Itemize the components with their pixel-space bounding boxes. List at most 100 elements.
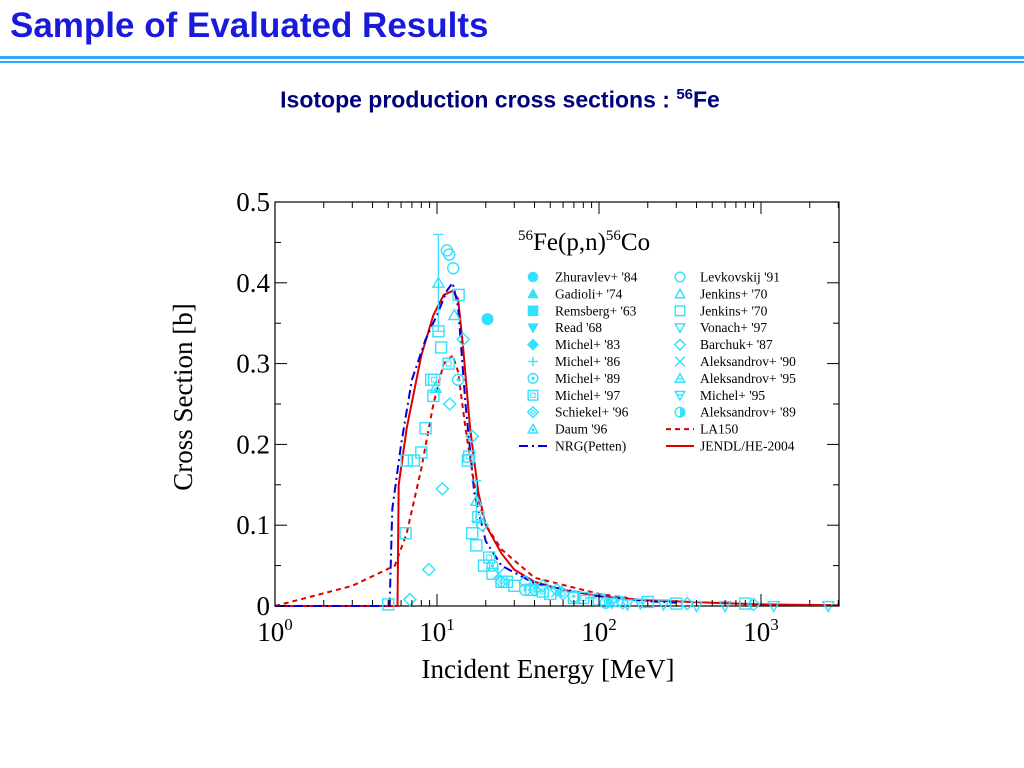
legend-marker xyxy=(674,406,686,418)
data-point xyxy=(427,389,440,403)
legend-label: Gadioli+ '74 xyxy=(555,286,623,301)
data-point xyxy=(492,567,505,580)
data-point xyxy=(746,597,761,612)
legend-entry: Barchuk+ '87 xyxy=(673,337,773,352)
y-tick-label: 0.1 xyxy=(236,510,270,540)
subtitle-element: Fe xyxy=(693,86,720,113)
legend-label: Michel+ '86 xyxy=(555,354,620,369)
reaction-product: Co xyxy=(621,229,650,256)
data-point xyxy=(421,562,436,577)
legend-marker xyxy=(527,305,539,317)
legend-entry: Read '68 xyxy=(527,320,602,335)
data-point xyxy=(447,262,460,275)
legend-entry: Remsberg+ '63 xyxy=(527,303,637,318)
legend-marker xyxy=(674,356,686,367)
legend-label: Michel+ '83 xyxy=(555,337,620,352)
legend: Zhuravlev+ '84 Levkovskij '91 Gadioli+ '74… xyxy=(519,270,796,454)
slide-subtitle: Isotope production cross sections : 56Fe xyxy=(0,86,1000,114)
data-point xyxy=(518,574,533,589)
y-tick-label: 0.4 xyxy=(236,268,270,298)
data-points-layer xyxy=(382,233,835,613)
legend-label: Michel+ '97 xyxy=(555,388,620,403)
legend-marker xyxy=(527,422,539,434)
error-bar xyxy=(433,233,444,332)
data-point xyxy=(382,598,395,611)
legend-marker xyxy=(673,338,687,351)
data-point xyxy=(428,380,443,393)
data-point xyxy=(739,597,752,610)
subtitle-mass-number: 56 xyxy=(676,86,693,103)
legend-label: LA150 xyxy=(700,422,738,437)
data-point xyxy=(508,579,521,592)
legend-label: Aleksandrov+ '90 xyxy=(700,354,796,369)
axis-ticks: 0 0.1 0.2 0.3 0.4 0.5 100 101 102 103 xyxy=(236,187,839,647)
data-point xyxy=(432,325,445,338)
x-axis-label: Incident Energy [MeV] xyxy=(422,654,675,684)
x-tick-label: 100 xyxy=(257,615,293,647)
data-point xyxy=(529,580,541,592)
legend-entry: Jenkins+ '70 xyxy=(674,303,768,318)
legend-marker xyxy=(674,372,686,383)
legend-marker xyxy=(674,287,686,299)
legend-label: Michel+ '89 xyxy=(555,371,620,386)
subtitle-text: Isotope production cross sections : xyxy=(280,86,677,113)
data-point xyxy=(402,592,417,607)
data-point xyxy=(821,600,835,613)
legend-entry: Vonach+ '97 xyxy=(674,320,767,335)
data-point xyxy=(407,454,421,467)
data-point xyxy=(680,596,695,611)
data-point xyxy=(456,332,471,347)
legend-marker xyxy=(674,390,686,402)
legend-entry: NRG(Petten) xyxy=(519,439,626,454)
reaction-mass-b: 56 xyxy=(606,228,622,244)
data-point xyxy=(431,275,446,288)
legend-entry: Michel+ '89 xyxy=(527,371,620,386)
y-tick-label: 0.5 xyxy=(236,187,270,217)
data-point xyxy=(466,527,479,540)
legend-label: Jenkins+ '70 xyxy=(700,303,768,318)
data-point xyxy=(399,527,412,540)
data-point xyxy=(767,600,781,613)
legend-entry: LA150 xyxy=(666,422,738,437)
data-point xyxy=(451,373,465,386)
x-tick-label: 102 xyxy=(581,615,617,647)
legend-entry: Schiekel+ '96 xyxy=(526,405,629,420)
legend-entry: Jenkins+ '70 xyxy=(674,286,768,301)
legend-entry: Daum '96 xyxy=(527,422,608,437)
y-tick-label: 0.3 xyxy=(236,349,270,379)
legend-label: Aleksandrov+ '95 xyxy=(700,371,796,386)
legend-label: Vonach+ '97 xyxy=(700,320,767,335)
data-point xyxy=(656,599,671,612)
data-point xyxy=(452,288,465,302)
series-la150 xyxy=(274,353,628,607)
legend-entry: Michel+ '95 xyxy=(674,388,765,403)
data-point xyxy=(641,595,654,609)
data-point xyxy=(443,248,456,261)
data-point xyxy=(482,551,496,564)
legend-marker xyxy=(674,323,686,334)
legend-label: Levkovskij '91 xyxy=(700,270,780,285)
legend-entry: Aleksandrov+ '90 xyxy=(674,354,796,369)
legend-label: JENDL/HE-2004 xyxy=(700,439,795,454)
legend-marker xyxy=(528,356,538,367)
data-point xyxy=(475,518,490,533)
legend-label: Aleksandrov+ '89 xyxy=(700,405,796,420)
legend-label: Michel+ '95 xyxy=(700,388,765,403)
data-point xyxy=(536,585,550,598)
legend-label: Zhuravlev+ '84 xyxy=(555,270,638,285)
y-tick-label: 0.2 xyxy=(236,429,270,459)
data-point xyxy=(550,585,563,598)
legend-label: Remsberg+ '63 xyxy=(555,303,637,318)
data-point xyxy=(447,308,462,321)
data-point xyxy=(469,494,484,507)
y-tick-label: 0 xyxy=(257,591,271,621)
legend-entry: Zhuravlev+ '84 xyxy=(527,270,638,285)
legend-entry: Michel+ '97 xyxy=(527,388,620,403)
legend-label: NRG(Petten) xyxy=(555,439,626,454)
data-point xyxy=(615,595,630,610)
legend-entry: Levkovskij '91 xyxy=(674,270,780,285)
legend-marker xyxy=(674,271,686,283)
data-point xyxy=(465,429,480,444)
reaction-target: Fe(p,n) xyxy=(533,229,606,256)
legend-entry: Michel+ '83 xyxy=(527,337,620,352)
